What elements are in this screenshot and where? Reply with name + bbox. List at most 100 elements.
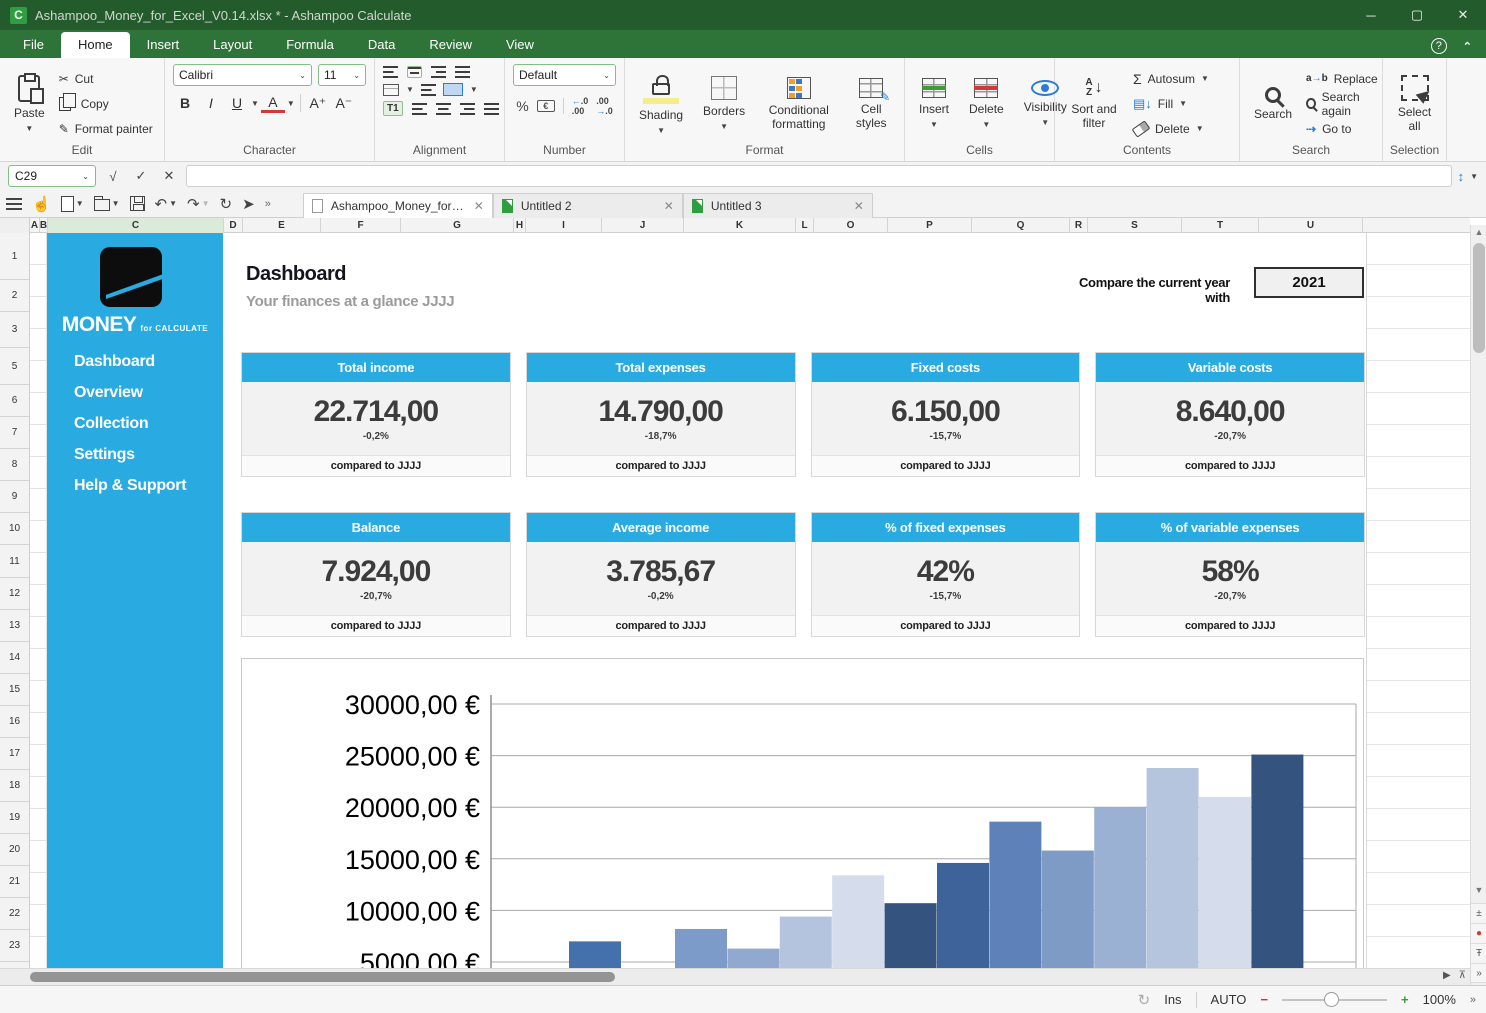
text-orientation-icon[interactable]: T1 xyxy=(383,101,403,116)
format-painter-button[interactable]: ✎ Format painter xyxy=(58,121,153,136)
column-header-J[interactable]: J xyxy=(602,218,684,233)
visibility-button[interactable]: Visibility ▼ xyxy=(1018,78,1073,129)
menu-item-review[interactable]: Review xyxy=(429,37,472,52)
align-left-icon[interactable] xyxy=(411,102,427,115)
sheet-tab-2[interactable]: Untitled 2 ✕ xyxy=(492,192,683,218)
cut-button[interactable]: ✂ Cut xyxy=(58,71,94,86)
menu-item-data[interactable]: Data xyxy=(367,37,396,52)
close-tab-icon[interactable]: ✕ xyxy=(473,198,484,213)
fill-button[interactable]: ▤↓ Fill ▼ xyxy=(1133,95,1188,111)
row-header-2[interactable]: 2 xyxy=(0,280,29,312)
italic-button[interactable]: I xyxy=(209,95,213,111)
row-header-10[interactable]: 10 xyxy=(0,513,29,545)
split-view-button[interactable]: ± xyxy=(1471,903,1486,923)
align-top-icon[interactable] xyxy=(383,66,398,78)
insert-cells-button[interactable]: Insert ▼ xyxy=(913,76,955,131)
vertical-scrollbar-thumb[interactable] xyxy=(1473,243,1485,353)
new-document-button[interactable]: ▼ xyxy=(60,195,84,212)
borders-button[interactable]: Borders ▼ xyxy=(697,74,751,133)
zoom-slider-thumb[interactable] xyxy=(1324,991,1340,1007)
zoom-in-button[interactable]: + xyxy=(1401,992,1409,1007)
select-all-button[interactable]: Select all xyxy=(1391,73,1438,135)
sidebar-item-overview[interactable]: Overview xyxy=(74,384,143,401)
row-header-7[interactable]: 7 xyxy=(0,417,29,449)
income-bar-chart[interactable]: 30000,00 € 25000,00 € 20000,00 € 15000,00 €… xyxy=(241,658,1364,968)
currency-format-icon[interactable]: € xyxy=(536,100,555,112)
column-header-P[interactable]: P xyxy=(888,218,972,233)
column-header-S[interactable]: S xyxy=(1088,218,1182,233)
minimize-button[interactable]: ─ xyxy=(1366,7,1376,23)
cancel-button[interactable]: ✕ xyxy=(163,168,175,183)
percent-format-icon[interactable]: % xyxy=(516,98,529,114)
align-center-icon[interactable] xyxy=(435,102,451,115)
maximize-button[interactable]: ▢ xyxy=(1410,7,1424,22)
row-header-21[interactable]: 21 xyxy=(0,866,29,898)
column-header-F[interactable]: F xyxy=(321,218,401,233)
scroll-up-icon[interactable]: ▲ xyxy=(1474,227,1484,237)
open-document-button[interactable]: ▼ xyxy=(93,196,120,211)
align-justify-icon[interactable] xyxy=(483,102,499,115)
collapse-ribbon-icon[interactable]: ⌃ xyxy=(1462,40,1472,53)
menu-item-home[interactable]: Home xyxy=(60,32,130,58)
column-header-Q[interactable]: Q xyxy=(972,218,1070,233)
horizontal-scrollbar-thumb[interactable] xyxy=(30,972,615,982)
row-header-23[interactable]: 23 xyxy=(0,930,29,962)
formula-input[interactable] xyxy=(186,165,1452,187)
calc-mode-indicator[interactable]: AUTO xyxy=(1210,992,1247,1007)
column-header-K[interactable]: K xyxy=(684,218,796,233)
column-header-A[interactable]: A xyxy=(30,218,40,233)
delete-contents-button[interactable]: Delete ▼ xyxy=(1131,119,1209,139)
row-header-16[interactable]: 16 xyxy=(0,706,29,738)
compare-year-input[interactable]: 2021 xyxy=(1254,267,1364,298)
zoom-out-button[interactable]: − xyxy=(1260,992,1269,1007)
horizontal-scrollbar[interactable]: ▶ ⊼ xyxy=(0,968,1470,985)
touch-mode-button[interactable]: ☝ xyxy=(32,195,51,213)
goto-button[interactable]: ⇢ Go to xyxy=(1306,121,1352,136)
add-decimal-icon[interactable]: ←.0.00 xyxy=(571,96,589,116)
row-header-5[interactable]: 5 xyxy=(0,348,29,385)
row-header-22[interactable]: 22 xyxy=(0,898,29,930)
menu-item-insert[interactable]: Insert xyxy=(146,37,180,52)
select-all-corner[interactable] xyxy=(0,218,30,233)
formula-bar-caret[interactable]: ▼ xyxy=(1470,171,1478,181)
row-header-13[interactable]: 13 xyxy=(0,610,29,642)
vertical-scrollbar[interactable]: ▲ ▼ ± ● Ŧ » xyxy=(1470,225,1486,1013)
jump-first-icon[interactable]: ⊼ xyxy=(1458,970,1466,981)
sync-icon[interactable]: ↻ xyxy=(1137,991,1151,1009)
menu-item-layout[interactable]: Layout xyxy=(213,37,253,52)
name-box[interactable]: C29 ⌄ xyxy=(8,165,96,187)
paste-button[interactable]: Paste ▼ xyxy=(8,72,51,135)
remove-decimal-icon[interactable]: .00 →.0 xyxy=(596,96,613,116)
redo-button[interactable]: ↷ ▼ xyxy=(187,195,210,213)
sidebar-overflow-icon[interactable]: » xyxy=(1471,963,1486,983)
font-color-button[interactable]: A xyxy=(260,93,285,113)
row-header-3[interactable]: 3 xyxy=(0,312,29,348)
shading-button[interactable]: Shading ▼ xyxy=(633,71,689,137)
row-header-8[interactable]: 8 xyxy=(0,449,29,481)
sidebar-item-settings[interactable]: Settings xyxy=(74,446,135,463)
toolbar-overflow-icon[interactable]: » xyxy=(264,197,271,210)
search-again-button[interactable]: Search again xyxy=(1306,90,1378,118)
sidebar-item-help-support[interactable]: Help & Support xyxy=(74,477,187,494)
sidebar-item-dashboard[interactable]: Dashboard xyxy=(74,353,155,370)
cell-styles-button[interactable]: ✎ Cell styles xyxy=(846,76,896,132)
column-header-T[interactable]: T xyxy=(1182,218,1259,233)
record-button[interactable]: ● xyxy=(1471,923,1486,943)
insert-mode-indicator[interactable]: Ins xyxy=(1164,992,1182,1007)
row-header-11[interactable]: 11 xyxy=(0,545,29,578)
wrap-text-icon[interactable] xyxy=(420,83,436,96)
column-header-O[interactable]: O xyxy=(814,218,888,233)
sheet-tab-3[interactable]: Untitled 3 ✕ xyxy=(682,192,873,218)
row-header-1[interactable]: 1 xyxy=(0,233,29,280)
align-middle-icon[interactable] xyxy=(407,66,422,78)
shrink-font-button[interactable]: A⁻ xyxy=(335,94,353,111)
row-header-9[interactable]: 9 xyxy=(0,481,29,513)
row-header-14[interactable]: 14 xyxy=(0,642,29,674)
column-header-U[interactable]: U xyxy=(1259,218,1363,233)
zoom-slider[interactable] xyxy=(1282,991,1388,1007)
column-header-C[interactable]: C xyxy=(48,218,224,233)
close-tab-icon[interactable]: ✕ xyxy=(853,198,864,213)
conditional-formatting-button[interactable]: Conditional formatting xyxy=(759,75,838,133)
replace-button[interactable]: a→b Replace xyxy=(1306,71,1378,86)
refresh-button[interactable]: ↻ xyxy=(219,195,233,213)
